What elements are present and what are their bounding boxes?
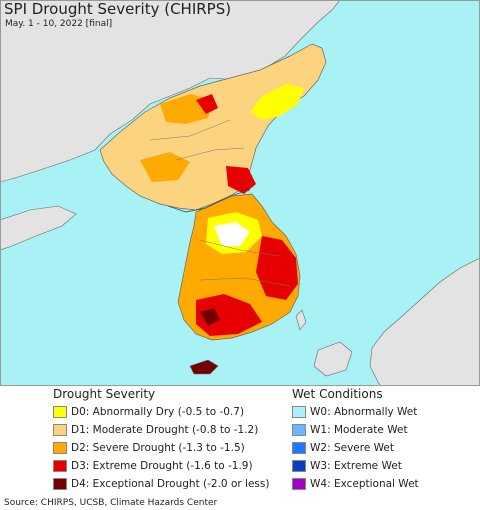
- swatch-d3: [53, 460, 67, 472]
- legend-label-d3: D3: Extreme Drought (-1.6 to -1.9): [71, 460, 253, 472]
- legend-item-d2: D2: Severe Drought (-1.3 to -1.5): [53, 439, 293, 457]
- legend-item-w0: W0: Abnormally Wet: [292, 403, 480, 421]
- swatch-w4: [292, 478, 306, 490]
- nk-d3-east: [226, 166, 256, 194]
- legend-label-w3: W3: Extreme Wet: [310, 460, 402, 472]
- legend-label-w1: W1: Moderate Wet: [310, 424, 408, 436]
- legend-label-w4: W4: Exceptional Wet: [310, 478, 419, 490]
- sk-d4-patch: [200, 308, 220, 326]
- legend-item-d1: D1: Moderate Drought (-0.8 to -1.2): [53, 421, 293, 439]
- legend-label-d2: D2: Severe Drought (-1.3 to -1.5): [71, 442, 245, 454]
- swatch-w3: [292, 460, 306, 472]
- sk-white-patch: [214, 222, 250, 246]
- legend-drought-title: Drought Severity: [53, 387, 156, 401]
- swatch-d1: [53, 424, 67, 436]
- legend-item-d4: D4: Exceptional Drought (-2.0 or less): [53, 475, 293, 493]
- legend-drought: Drought Severity D0: Abnormally Dry (-0.…: [53, 386, 293, 494]
- china-land: [0, 0, 341, 183]
- japan-land: [369, 257, 480, 386]
- legend-label-w0: W0: Abnormally Wet: [310, 406, 418, 418]
- legend-wet-title: Wet Conditions: [292, 387, 383, 401]
- drought-map: SPI Drought Severity (CHIRPS) May. 1 - 1…: [0, 0, 480, 386]
- dmz-border: [167, 189, 251, 213]
- legend-item-w3: W3: Extreme Wet: [292, 457, 480, 475]
- swatch-d0: [53, 406, 67, 418]
- legend-item-w2: W2: Severe Wet: [292, 439, 480, 457]
- map-title: SPI Drought Severity (CHIRPS): [4, 0, 232, 18]
- tsushima: [295, 309, 307, 331]
- map-canvas: [0, 0, 480, 386]
- nk-d0-patch: [250, 84, 304, 120]
- legend-item-d0: D0: Abnormally Dry (-0.5 to -0.7): [53, 403, 293, 421]
- jeju-island: [189, 359, 219, 375]
- legend-label-d4: D4: Exceptional Drought (-2.0 or less): [71, 478, 270, 490]
- swatch-d4: [53, 478, 67, 490]
- shandong-land: [0, 205, 77, 251]
- legend-label-d1: D1: Moderate Drought (-0.8 to -1.2): [71, 424, 259, 436]
- source-credit: Source: CHIRPS, UCSB, Climate Hazards Ce…: [4, 498, 218, 508]
- legend-item-d3: D3: Extreme Drought (-1.6 to -1.9): [53, 457, 293, 475]
- legend-label-d0: D0: Abnormally Dry (-0.5 to -0.7): [71, 406, 245, 418]
- legend-item-w1: W1: Moderate Wet: [292, 421, 480, 439]
- legend-label-w2: W2: Severe Wet: [310, 442, 394, 454]
- legend-item-w4: W4: Exceptional Wet: [292, 475, 480, 493]
- swatch-w1: [292, 424, 306, 436]
- legend-wet: Wet Conditions W0: Abnormally Wet W1: Mo…: [292, 386, 480, 494]
- sk-d3-south: [196, 294, 262, 336]
- nk-d3-patch: [196, 94, 218, 114]
- map-subtitle: May. 1 - 10, 2022 [final]: [5, 19, 113, 29]
- sk-d3-east: [256, 236, 298, 300]
- swatch-w2: [292, 442, 306, 454]
- swatch-w0: [292, 406, 306, 418]
- province-lines: [149, 119, 291, 287]
- japan-island: [313, 341, 353, 377]
- swatch-d2: [53, 442, 67, 454]
